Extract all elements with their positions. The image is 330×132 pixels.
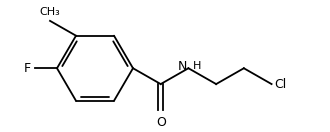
Text: Cl: Cl — [275, 78, 287, 91]
Text: O: O — [156, 116, 166, 129]
Text: H: H — [192, 61, 201, 71]
Text: CH₃: CH₃ — [40, 7, 60, 17]
Text: N: N — [178, 60, 187, 73]
Text: F: F — [24, 62, 31, 75]
